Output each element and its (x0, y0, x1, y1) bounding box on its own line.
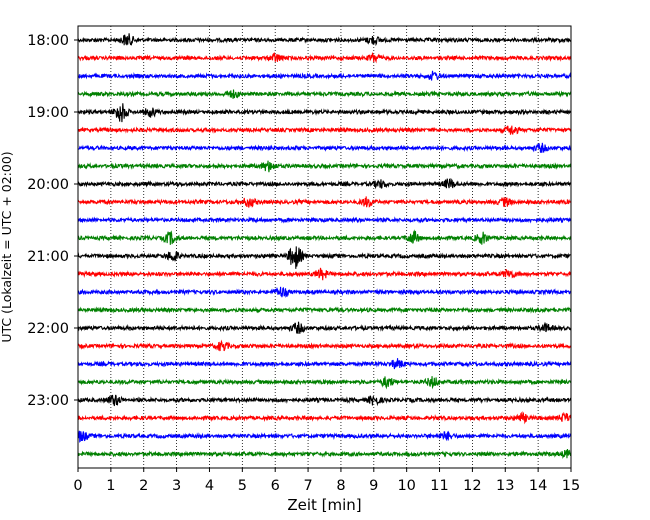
x-tick-label: 3 (172, 478, 181, 494)
x-tick-label: 0 (73, 478, 82, 494)
trace-1830 (77, 70, 572, 81)
trace-2230 (77, 358, 572, 370)
y-tick-label: 21:00 (27, 249, 69, 265)
trace-1815 (77, 51, 572, 64)
x-axis-ticks: 0 1 2 3 4 5 6 7 8 9 10 11 12 13 14 15 (73, 468, 580, 494)
y-tick-label: 18:00 (27, 33, 69, 49)
x-tick-label: 10 (397, 478, 415, 494)
x-tick-label: 2 (139, 478, 148, 494)
trace-1930 (77, 142, 572, 153)
trace-2015 (77, 196, 572, 208)
x-tick-label: 12 (463, 478, 481, 494)
trace-1800 (77, 33, 572, 47)
x-tick-label: 4 (205, 478, 214, 494)
x-tick-label: 14 (529, 478, 547, 494)
y-axis-title: UTC (Lokalzeit = UTC + 02:00) (0, 151, 14, 342)
y-tick-label: 22:00 (27, 321, 69, 337)
trace-1845 (77, 89, 572, 99)
x-tick-label: 7 (303, 478, 312, 494)
y-tick-label: 23:00 (27, 393, 69, 409)
trace-2300 (77, 394, 572, 407)
trace-2315 (77, 411, 572, 425)
x-tick-label: 13 (496, 478, 514, 494)
plot-frame (77, 25, 572, 469)
x-tick-label: 11 (430, 478, 448, 494)
x-tick-label: 15 (562, 478, 580, 494)
y-tick-label: 19:00 (27, 105, 69, 121)
x-tick-label: 5 (238, 478, 247, 494)
trace-2045 (77, 229, 572, 245)
trace-1915 (77, 125, 572, 135)
trace-2215 (77, 339, 572, 352)
trace-2100 (77, 246, 572, 269)
trace-2115 (77, 267, 572, 281)
x-tick-label: 6 (271, 478, 280, 494)
trace-2030 (77, 216, 572, 224)
x-tick-label: 1 (106, 478, 115, 494)
trace-2130 (77, 286, 572, 298)
y-tick-label: 20:00 (27, 177, 69, 193)
y-axis-ticks: 18:00 19:00 20:00 21:00 22:00 23:00 (27, 33, 78, 409)
trace-2245 (77, 376, 572, 390)
x-axis-title: Zeit [min] (287, 496, 361, 514)
traces-group (77, 33, 572, 460)
trace-1900 (77, 103, 572, 123)
trace-1945 (77, 160, 572, 173)
trace-2330 (77, 430, 572, 443)
trace-2145 (77, 306, 572, 314)
x-tick-label: 8 (336, 478, 345, 494)
trace-2000 (77, 177, 572, 190)
x-tick-label: 9 (369, 478, 378, 494)
trace-2345 (77, 448, 572, 460)
trace-2200 (77, 321, 572, 334)
